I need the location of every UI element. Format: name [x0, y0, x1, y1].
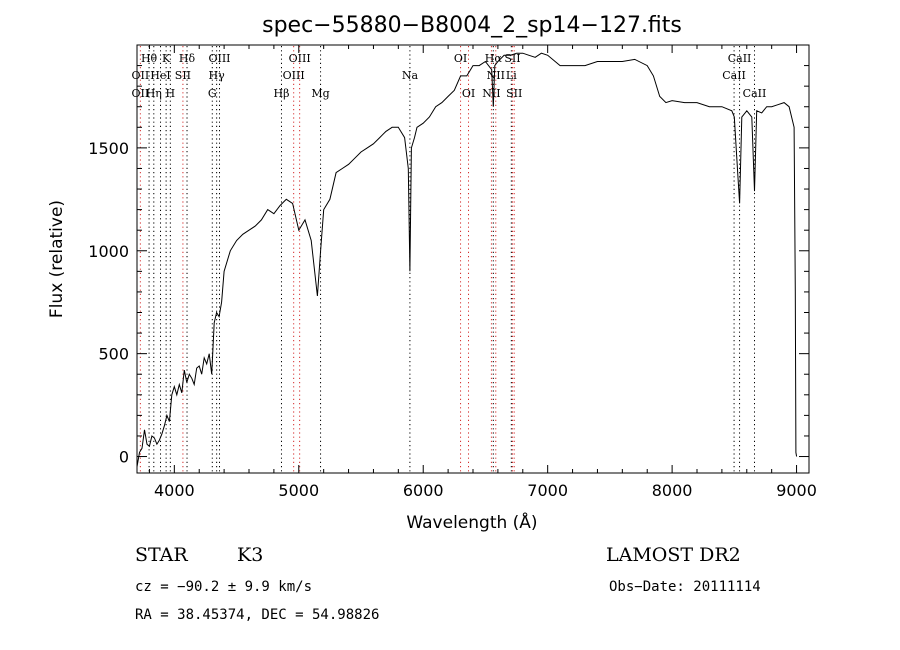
line-label: K: [162, 52, 171, 65]
observation-date: Obs−Date: 20111114: [609, 579, 761, 595]
line-label: Na: [402, 69, 419, 82]
y-tick-label: 0: [119, 448, 129, 467]
line-label: HeI: [150, 69, 170, 82]
y-tick-label: 1500: [88, 139, 129, 158]
line-label: CaII: [728, 52, 752, 65]
line-label: OII: [132, 87, 150, 100]
line-label: OI: [462, 87, 475, 100]
redshift-cz: cz = −90.2 ± 9.9 km/s: [135, 579, 312, 595]
x-tick-label: 7000: [527, 481, 568, 500]
x-tick-label: 9000: [776, 481, 817, 500]
line-label: SII: [175, 69, 191, 82]
x-axis-label: Wavelength (Å): [406, 511, 537, 533]
line-label: SII: [504, 52, 520, 65]
y-tick-label: 1000: [88, 242, 129, 261]
line-label: Hη: [146, 87, 162, 100]
line-label: Hδ: [179, 52, 196, 65]
y-tick-label: 500: [98, 345, 129, 364]
x-tick-label: 4000: [154, 481, 195, 500]
line-label: Mg: [311, 87, 329, 100]
x-axis-ticks: 4000 5000 6000 7000 8000 9000: [148, 45, 817, 500]
line-label: Hγ: [209, 69, 226, 82]
line-label: OIII: [283, 69, 305, 82]
x-tick-label: 8000: [652, 481, 693, 500]
line-label: CaII: [722, 69, 746, 82]
line-label: CaII: [743, 87, 767, 100]
y-axis-ticks: 0 500 1000 1500: [88, 65, 809, 467]
object-class: STAR: [135, 544, 188, 566]
line-label: OI: [454, 52, 467, 65]
survey-name: LAMOST DR2: [606, 544, 741, 566]
x-tick-label: 5000: [278, 481, 319, 500]
coordinates: RA = 38.45374, DEC = 54.98826: [135, 607, 379, 623]
line-label: OII: [132, 69, 150, 82]
object-subclass: K3: [237, 544, 263, 566]
chart-title: spec−55880−B8004_2_sp14−127.fits: [262, 13, 682, 38]
line-label: Hθ: [141, 52, 158, 65]
line-label: OIII: [208, 52, 230, 65]
line-label: Hβ: [274, 87, 290, 100]
plot-frame: [136, 44, 810, 474]
spectrum-series-line: [136, 52, 798, 467]
line-label: NII: [482, 87, 500, 100]
y-axis-label: Flux (relative): [47, 200, 67, 318]
line-label: H: [166, 87, 176, 100]
line-label: SII: [506, 87, 522, 100]
line-label: OIII: [289, 52, 311, 65]
line-label: Hα: [485, 52, 503, 65]
x-tick-label: 6000: [403, 481, 444, 500]
line-label: Li: [506, 69, 517, 82]
line-label: NII: [487, 69, 505, 82]
line-label: G: [208, 87, 217, 100]
spectral-line-markers: [139, 46, 755, 472]
